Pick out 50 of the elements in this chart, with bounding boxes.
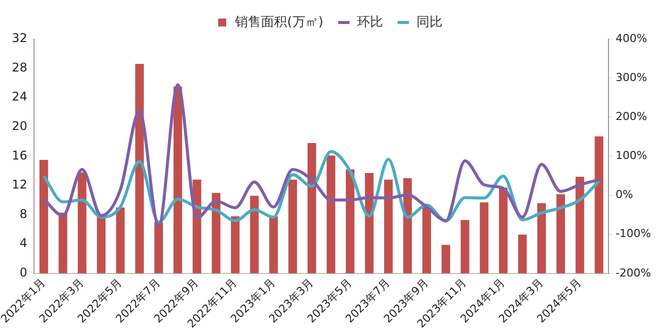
bar: [518, 234, 527, 274]
bar: [174, 86, 182, 274]
y2-tick-label: 0%: [616, 188, 634, 202]
y-tick-label: 8: [20, 206, 28, 221]
bar: [364, 173, 374, 274]
bar: [460, 220, 470, 274]
y-tick-label: 4: [20, 236, 28, 250]
bar: [39, 160, 48, 274]
bar: [269, 216, 278, 274]
y-tick-label: 0: [20, 266, 28, 280]
bar: [96, 216, 106, 274]
y2-tick-label: -100%: [616, 227, 652, 240]
y2-tick-label: 200%: [616, 110, 648, 123]
legend-label: 销售面积(万㎡): [234, 14, 324, 30]
y-tick-label: 32: [12, 31, 28, 46]
bar: [308, 143, 316, 274]
line-series: [42, 150, 601, 224]
bar: [594, 136, 604, 274]
bar: [326, 155, 336, 274]
y2-tick-label: 300%: [616, 70, 648, 84]
bar: [78, 172, 86, 274]
y-tick-label: 20: [12, 119, 28, 134]
bar: [556, 194, 566, 274]
y-tick-label: 24: [12, 90, 28, 104]
y-tick-label: 12: [12, 178, 28, 192]
y2-tick-label: 400%: [616, 32, 648, 45]
bar: [346, 169, 354, 274]
y2-tick-label: 100%: [616, 149, 648, 162]
legend-label: 环比: [356, 14, 383, 30]
y-tick-label: 16: [12, 148, 28, 162]
bar: [480, 202, 488, 274]
bar: [442, 244, 450, 274]
bar: [576, 176, 584, 274]
bar: [135, 64, 144, 274]
bar: [288, 180, 297, 274]
bar: [250, 196, 259, 274]
y-tick-label: 28: [12, 60, 28, 74]
bar: [230, 216, 240, 274]
bar: [422, 206, 432, 274]
y2-tick-label: -200%: [616, 266, 652, 280]
bar: [154, 222, 163, 274]
bar: [537, 203, 546, 274]
bar: [58, 212, 68, 274]
bar: [384, 180, 393, 274]
bar: [212, 192, 220, 274]
legend-label: 同比: [416, 14, 442, 30]
bar: [403, 178, 412, 274]
bar: [116, 207, 125, 274]
bar: [498, 188, 508, 274]
line-series: [42, 83, 601, 228]
